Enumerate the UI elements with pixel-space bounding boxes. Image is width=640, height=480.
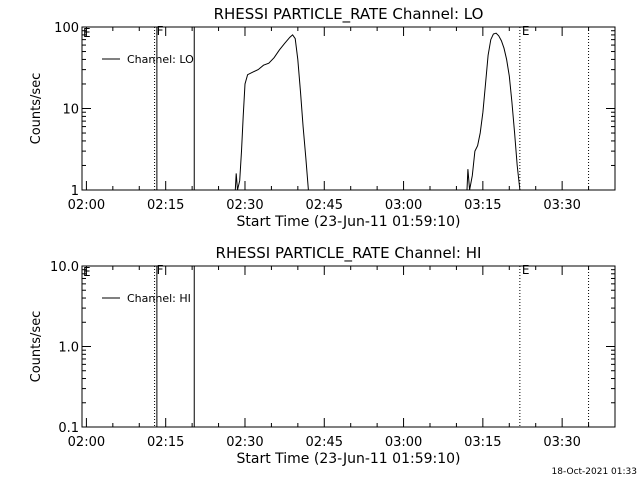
- x-tick-label: 03:30: [543, 435, 580, 450]
- y-tick-label: 1.0: [58, 341, 79, 356]
- series-line: [466, 32, 521, 191]
- plot-frame: [81, 26, 616, 191]
- x-tick-label: 03:30: [543, 198, 580, 213]
- corner-label: E: [83, 26, 91, 40]
- x-tick-label: 03:00: [385, 435, 422, 450]
- y-tick-label: 0.1: [58, 421, 79, 436]
- legend-label: Channel: HI: [127, 292, 191, 305]
- marker-label: E: [522, 24, 530, 38]
- x-tick-label: 02:45: [306, 198, 343, 213]
- marker-label: E: [522, 263, 530, 277]
- x-axis-label: Start Time (23-Jun-11 01:59:10): [237, 214, 461, 230]
- x-tick-label: 02:30: [226, 198, 263, 213]
- x-tick-label: 02:00: [68, 198, 105, 213]
- footer-timestamp: 18-Oct-2021 01:33: [552, 467, 637, 477]
- y-axis-label: Counts/sec: [29, 311, 44, 383]
- x-tick-label: 03:15: [464, 198, 501, 213]
- x-tick-label: 02:15: [147, 435, 184, 450]
- x-tick-label: 02:45: [306, 435, 343, 450]
- y-tick-label: 100: [54, 21, 79, 36]
- series-line: [234, 34, 309, 191]
- panel-lo: [81, 26, 616, 191]
- x-tick-label: 03:15: [464, 435, 501, 450]
- plot-frame: [81, 265, 616, 428]
- marker-label: F: [157, 24, 164, 38]
- x-tick-label: 03:00: [385, 198, 422, 213]
- chart-title: RHESSI PARTICLE_RATE Channel: LO: [214, 5, 484, 24]
- chart-title: RHESSI PARTICLE_RATE Channel: HI: [216, 244, 482, 263]
- x-tick-label: 02:30: [226, 435, 263, 450]
- legend-label: Channel: LO: [127, 53, 194, 66]
- x-axis-label: Start Time (23-Jun-11 01:59:10): [237, 451, 461, 467]
- y-tick-label: 10.0: [50, 260, 79, 275]
- corner-label: E: [83, 265, 91, 279]
- y-tick-label: 1: [71, 184, 79, 199]
- panel-hi: [81, 265, 616, 428]
- x-tick-label: 02:00: [68, 435, 105, 450]
- y-axis-label: Counts/sec: [29, 73, 44, 145]
- x-tick-label: 02:15: [147, 198, 184, 213]
- y-tick-label: 10: [62, 103, 79, 118]
- marker-label: F: [157, 263, 164, 277]
